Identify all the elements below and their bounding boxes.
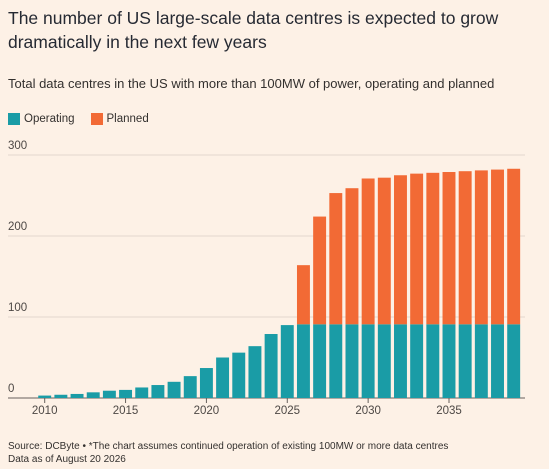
legend-label: Planned	[106, 113, 149, 125]
legend-label: Operating	[24, 113, 75, 125]
bar	[474, 324, 488, 398]
bar	[394, 175, 407, 325]
bar	[329, 193, 343, 325]
bar	[264, 334, 278, 398]
x-tick-label: 2010	[32, 405, 58, 417]
y-tick-label: 0	[8, 383, 14, 395]
bar	[345, 324, 359, 398]
bar	[361, 178, 375, 325]
bar	[313, 216, 327, 325]
bar	[313, 324, 327, 398]
bar	[167, 381, 181, 398]
bar	[216, 357, 230, 398]
bar	[491, 169, 504, 325]
bar	[474, 170, 488, 325]
bar	[410, 324, 424, 398]
bar	[507, 168, 521, 325]
bar	[394, 324, 407, 398]
bar	[377, 324, 391, 398]
bar	[296, 265, 310, 325]
bar	[280, 325, 294, 398]
bar	[296, 324, 310, 398]
bar	[102, 390, 116, 398]
bar	[442, 172, 456, 325]
x-tick-label: 2035	[436, 405, 462, 417]
bar	[70, 393, 84, 398]
bar	[119, 389, 133, 398]
note: Data as of August 20 2026	[8, 454, 126, 465]
x-tick-label: 2020	[194, 405, 220, 417]
bar	[458, 171, 472, 325]
bar	[491, 324, 504, 398]
source: Source: DCByte • *The chart assumes cont…	[8, 441, 449, 452]
legend-item: Operating	[8, 113, 75, 125]
bar	[377, 177, 391, 325]
bar	[507, 324, 521, 398]
bar	[458, 324, 472, 398]
bar	[442, 324, 456, 398]
bar	[54, 394, 68, 398]
bar	[135, 387, 149, 398]
x-tick-label: 2015	[113, 405, 139, 417]
x-tick-label: 2025	[274, 405, 300, 417]
bar	[426, 172, 440, 325]
bar	[86, 392, 100, 398]
bar	[151, 385, 165, 398]
y-tick-label: 100	[8, 302, 27, 314]
chart-subtitle: Total data centres in the US with more t…	[8, 76, 495, 91]
bar	[361, 324, 375, 398]
chart-title: The number of US large-scale data centre…	[8, 8, 499, 52]
y-tick-label: 300	[8, 140, 27, 152]
bar	[38, 395, 52, 398]
bar	[345, 188, 359, 325]
bar	[199, 368, 213, 398]
bar	[329, 324, 343, 398]
bar	[410, 173, 424, 325]
legend: Operating Planned	[8, 113, 149, 125]
y-tick-label: 200	[8, 221, 27, 233]
legend-swatch	[8, 113, 20, 125]
bar	[183, 376, 197, 398]
bar	[232, 352, 246, 398]
bar	[248, 346, 262, 398]
x-tick-label: 2030	[355, 405, 381, 417]
legend-item: Planned	[90, 113, 149, 125]
bar	[426, 324, 440, 398]
legend-swatch	[90, 113, 103, 125]
